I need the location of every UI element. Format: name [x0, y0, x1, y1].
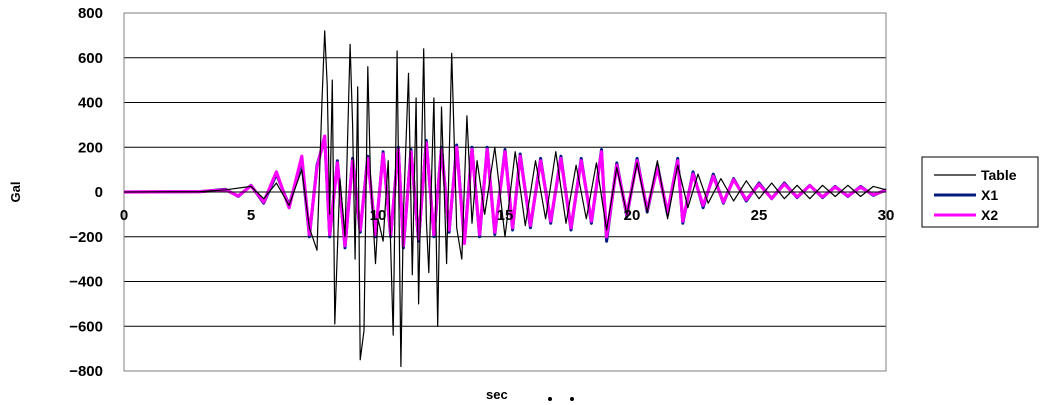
- y-tick-label: 600: [78, 50, 103, 67]
- y-tick-label: −800: [69, 363, 103, 380]
- y-tick-label: 800: [78, 5, 103, 22]
- y-tick-label: −600: [69, 318, 103, 335]
- x-axis-label: sec: [486, 387, 508, 402]
- y-tick-labels: 800 600 400 200 0 −200 −400 −600 −800: [69, 5, 103, 380]
- x-tick-label: 30: [878, 207, 895, 224]
- y-tick-label: 400: [78, 95, 103, 112]
- y-tick-label: −200: [69, 229, 103, 246]
- x-axis-label-dot-1: [548, 397, 552, 401]
- x-tick-label: 25: [751, 207, 768, 224]
- legend: Table X1 X2: [922, 157, 1038, 227]
- x-tick-label: 20: [624, 207, 641, 224]
- legend-label-table: Table: [981, 167, 1017, 183]
- x-tick-label: 15: [497, 207, 514, 224]
- x-axis-label-dot-2: [570, 397, 574, 401]
- x-tick-label: 5: [247, 207, 255, 224]
- x-tick-label: 10: [370, 207, 387, 224]
- y-tick-label: 200: [78, 139, 103, 156]
- x-tick-labels: 0 5 10 15 20 25 30: [120, 207, 895, 224]
- y-tick-label: 0: [95, 184, 103, 201]
- series-lines: [124, 31, 886, 367]
- series-line-x2: [124, 136, 886, 246]
- y-axis-label: Gal: [8, 182, 23, 203]
- legend-label-x2: X2: [981, 207, 998, 223]
- y-tick-label: −400: [69, 274, 103, 291]
- legend-label-x1: X1: [981, 187, 998, 203]
- x-tick-label: 0: [120, 207, 128, 224]
